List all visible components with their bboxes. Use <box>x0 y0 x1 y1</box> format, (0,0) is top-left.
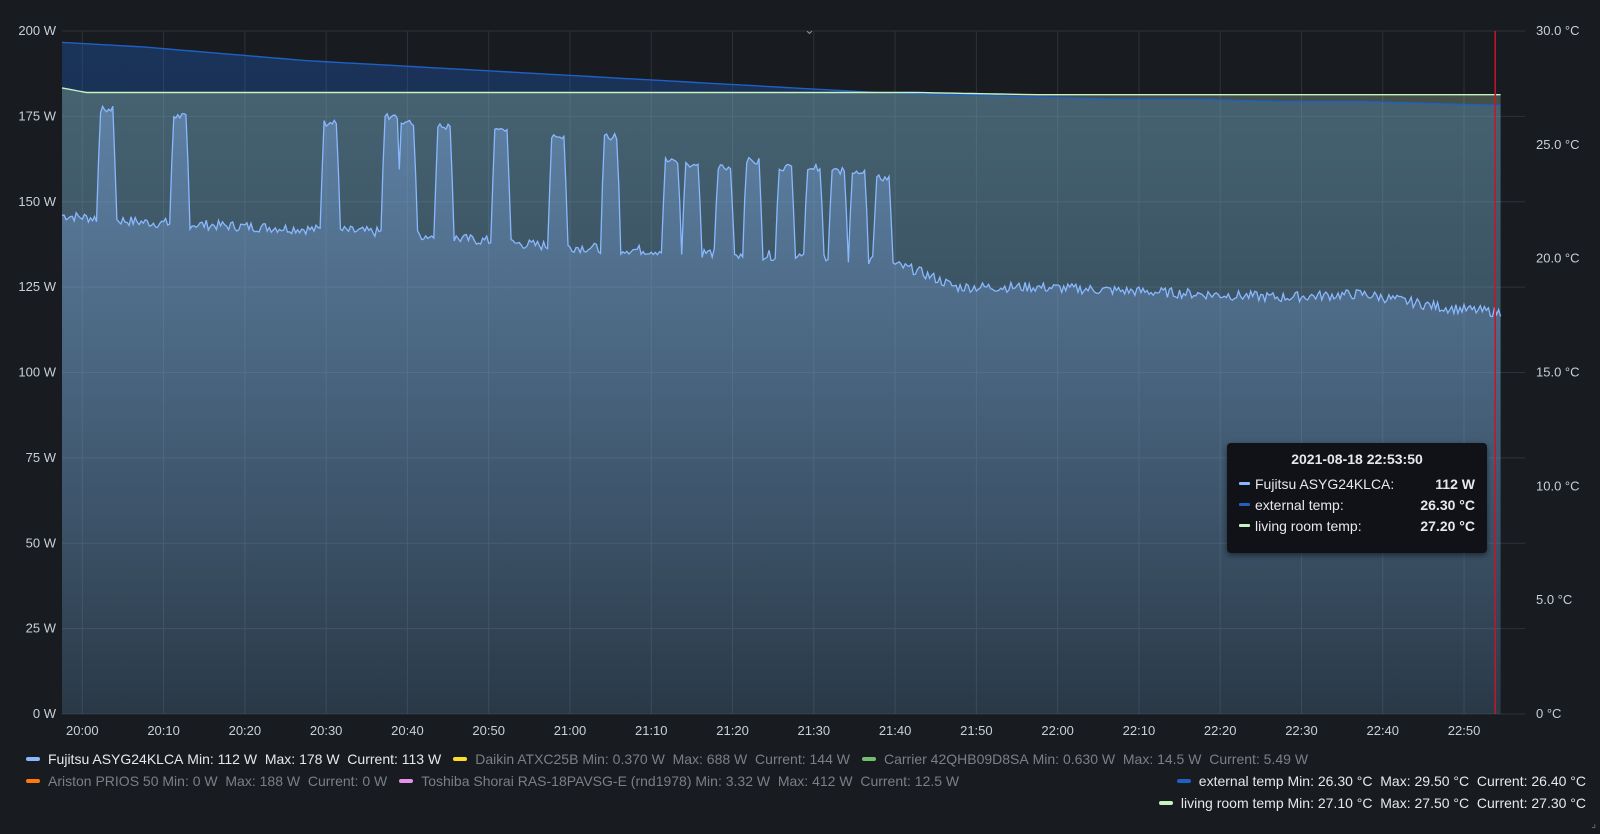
x-tick-label: 20:20 <box>229 723 262 738</box>
legend-row-1: Fujitsu ASYG24KLCA Min: 112 W Max: 178 W… <box>26 751 1320 767</box>
legend-series-stats: Min: 0 W Max: 188 W Current: 0 W <box>162 773 388 789</box>
tooltip-series-value: 112 W <box>1435 475 1475 492</box>
tooltip-row-external-temp: external temp: 26.30 °C <box>1239 494 1475 515</box>
chevron-down-icon[interactable]: ⌄ <box>804 22 815 37</box>
legend-series-stats: Min: 0.370 W Max: 688 W Current: 144 W <box>582 751 850 767</box>
legend-series-stats: Min: 112 W Max: 178 W Current: 113 W <box>187 751 442 767</box>
legend-series-stats: Min: 3.32 W Max: 412 W Current: 12.5 W <box>695 773 960 789</box>
legend-item-external-temp[interactable]: external temp Min: 26.30 °C Max: 29.50 °… <box>1176 773 1586 789</box>
hover-tooltip: 2021-08-18 22:53:50 Fujitsu ASYG24KLCA: … <box>1227 443 1487 553</box>
legend-series-name: Ariston PRIOS 50 <box>48 773 159 789</box>
x-tick-label: 20:30 <box>310 723 343 738</box>
legend-series-name: external temp <box>1198 773 1284 789</box>
series-line-fujitsu <box>61 104 1502 318</box>
x-tick-label: 22:00 <box>1041 723 1074 738</box>
x-tick-label: 20:00 <box>66 723 99 738</box>
y-right-tick-label: 15.0 °C <box>1536 365 1580 380</box>
y-right-tick-label: 5.0 °C <box>1536 592 1572 607</box>
x-tick-label: 22:20 <box>1204 723 1237 738</box>
x-tick-label: 21:10 <box>635 723 668 738</box>
tooltip-series-name: Fujitsu ASYG24KLCA: <box>1255 475 1395 492</box>
y-right-tick-label: 10.0 °C <box>1536 478 1580 493</box>
axes: 0 W 25 W 50 W 75 W 100 W 125 W 150 W 175 W 200 W… <box>18 23 1579 738</box>
x-tick-label: 21:20 <box>716 723 749 738</box>
series-line-external-temp <box>61 41 1501 107</box>
x-tick-label: 21:40 <box>879 723 912 738</box>
series-swatch-icon <box>861 757 876 761</box>
legend-item-daikin[interactable]: Daikin ATXC25B Min: 0.370 W Max: 688 W C… <box>453 751 850 767</box>
legend-series-name: Toshiba Shorai RAS-18PAVSG-E (rnd1978) <box>421 773 692 789</box>
y-left-tick-label: 150 W <box>18 194 56 209</box>
legend-series-name: living room temp <box>1180 795 1284 811</box>
series-area-fujitsu <box>62 106 1501 714</box>
legend-item-carrier[interactable]: Carrier 42QHB09D8SA Min: 0.630 W Max: 14… <box>861 751 1309 767</box>
x-tick-label: 22:40 <box>1366 723 1399 738</box>
legend-row-external-temp: external temp Min: 26.30 °C Max: 29.50 °… <box>1176 773 1586 789</box>
y-left-tick-label: 200 W <box>18 23 56 38</box>
y-left-tick-label: 50 W <box>26 535 57 550</box>
series-swatch-icon <box>26 757 40 761</box>
legend-item-ariston[interactable]: Ariston PRIOS 50 Min: 0 W Max: 188 W Cur… <box>26 773 387 789</box>
legend-series-name: Fujitsu ASYG24KLCA <box>48 751 184 767</box>
series-swatch-icon <box>453 757 468 761</box>
resize-handle-icon[interactable]: ⌟ <box>1591 819 1596 830</box>
x-tick-label: 20:40 <box>391 723 424 738</box>
y-left-tick-label: 125 W <box>18 279 56 294</box>
legend-series-stats: Min: 27.10 °C Max: 27.50 °C Current: 27.… <box>1287 795 1586 811</box>
x-tick-label: 21:30 <box>798 723 831 738</box>
tooltip-series-value: 26.30 °C <box>1420 496 1475 513</box>
tooltip-row-living-room-temp: living room temp: 27.20 °C <box>1239 515 1475 536</box>
y-left-tick-label: 0 W <box>33 706 57 721</box>
legend-series-stats: Min: 0.630 W Max: 14.5 W Current: 5.49 W <box>1032 751 1309 767</box>
series-swatch-icon <box>399 779 414 783</box>
tooltip-series-name: external temp: <box>1255 496 1344 513</box>
tooltip-time: 2021-08-18 22:53:50 <box>1291 451 1423 467</box>
series-lines <box>61 41 1502 318</box>
y-right-tick-label: 0 °C <box>1536 706 1561 721</box>
legend-series-name: Carrier 42QHB09D8SA <box>883 751 1029 767</box>
x-tick-label: 22:50 <box>1448 723 1481 738</box>
series-swatch-icon <box>26 779 40 783</box>
series-areas <box>62 42 1501 714</box>
legend-item-toshiba[interactable]: Toshiba Shorai RAS-18PAVSG-E (rnd1978) M… <box>399 773 959 789</box>
y-left-tick-label: 75 W <box>26 450 57 465</box>
series-swatch-icon <box>1176 779 1191 783</box>
series-swatch-icon <box>1239 503 1250 506</box>
series-swatch-icon <box>1239 482 1250 485</box>
y-left-tick-label: 100 W <box>18 365 56 380</box>
x-tick-label: 21:00 <box>554 723 587 738</box>
legend-series-stats: Min: 26.30 °C Max: 29.50 °C Current: 26.… <box>1287 773 1586 789</box>
legend-row-2: Ariston PRIOS 50 Min: 0 W Max: 188 W Cur… <box>26 773 971 789</box>
series-line-living-room-temp <box>61 87 1501 96</box>
y-left-tick-label: 25 W <box>26 621 57 636</box>
tooltip-series-name: living room temp: <box>1255 517 1362 534</box>
x-tick-label: 21:50 <box>960 723 993 738</box>
legend-row-living-room-temp: living room temp Min: 27.10 °C Max: 27.5… <box>1158 795 1586 811</box>
x-tick-label: 20:50 <box>472 723 505 738</box>
y-right-tick-label: 20.0 °C <box>1536 251 1580 266</box>
y-right-tick-label: 25.0 °C <box>1536 137 1580 152</box>
y-left-tick-label: 175 W <box>18 108 56 123</box>
legend-item-living-room-temp[interactable]: living room temp Min: 27.10 °C Max: 27.5… <box>1158 795 1586 811</box>
y-right-tick-label: 30.0 °C <box>1536 23 1580 38</box>
series-swatch-icon <box>1239 524 1250 527</box>
legend-series-name: Daikin ATXC25B <box>475 751 579 767</box>
x-tick-label: 20:10 <box>147 723 180 738</box>
x-tick-label: 22:10 <box>1123 723 1156 738</box>
tooltip-series-value: 27.20 °C <box>1420 517 1475 534</box>
legend-item-fujitsu[interactable]: Fujitsu ASYG24KLCA Min: 112 W Max: 178 W… <box>26 751 441 767</box>
series-swatch-icon <box>1158 801 1173 805</box>
x-tick-label: 22:30 <box>1285 723 1318 738</box>
tooltip-row-fujitsu: Fujitsu ASYG24KLCA: 112 W <box>1239 473 1475 494</box>
